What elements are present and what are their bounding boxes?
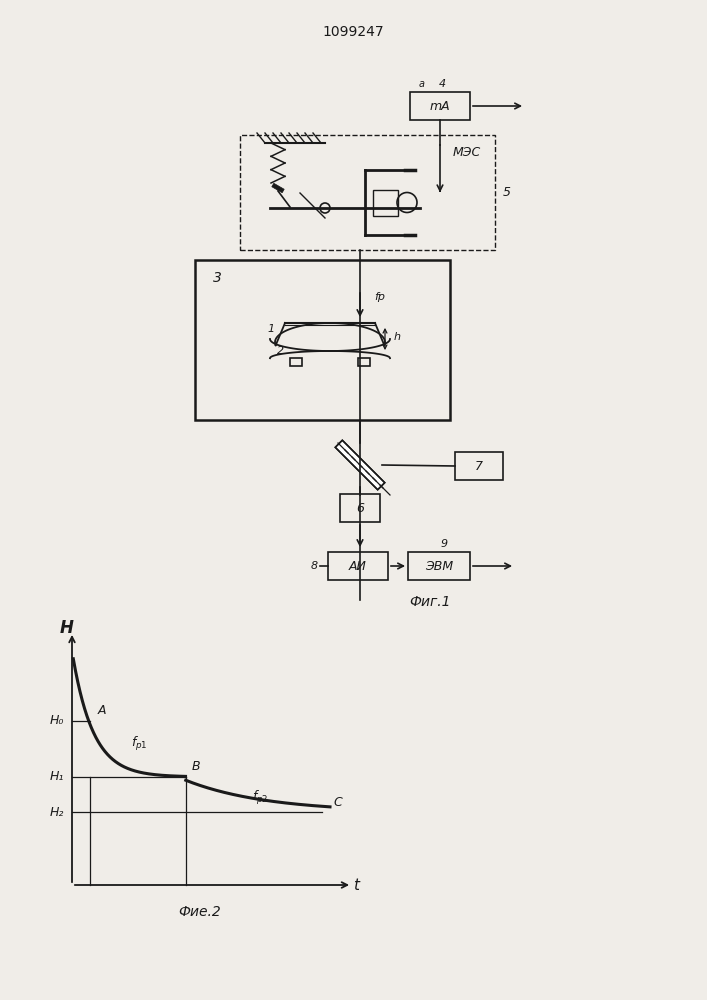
Bar — [340, 494, 380, 522]
Text: h: h — [394, 332, 400, 342]
Text: 4: 4 — [438, 79, 445, 89]
Text: 1: 1 — [267, 324, 274, 334]
Bar — [290, 358, 302, 366]
Bar — [455, 452, 503, 480]
Polygon shape — [335, 440, 385, 490]
Text: 5: 5 — [503, 186, 511, 199]
Text: mA: mA — [430, 100, 450, 112]
Bar — [358, 358, 370, 366]
Text: Фиг.1: Фиг.1 — [409, 595, 451, 609]
Text: H₀: H₀ — [49, 714, 64, 727]
Bar — [195, 260, 450, 420]
Text: H₁: H₁ — [49, 770, 64, 783]
Text: $f_{p1}$: $f_{p1}$ — [131, 735, 148, 753]
Text: a: a — [419, 79, 425, 89]
Bar — [410, 92, 470, 120]
Text: fр: fр — [374, 292, 385, 302]
Text: H: H — [60, 619, 74, 637]
Text: $f_{p2}$: $f_{p2}$ — [252, 789, 269, 807]
Text: H₂: H₂ — [49, 806, 64, 819]
Text: C: C — [333, 796, 341, 809]
Text: B: B — [192, 760, 200, 773]
Text: 1099247: 1099247 — [322, 25, 384, 39]
Bar — [373, 190, 398, 216]
Text: 9: 9 — [440, 539, 448, 549]
Text: ЭВМ: ЭВМ — [425, 560, 453, 572]
Bar — [328, 552, 388, 580]
Text: 2: 2 — [277, 346, 284, 356]
Text: 6: 6 — [356, 502, 364, 514]
Bar — [240, 135, 495, 250]
Text: t: t — [353, 878, 359, 892]
Text: Фие.2: Фие.2 — [179, 905, 221, 919]
Text: A: A — [98, 704, 107, 716]
Text: 3: 3 — [213, 271, 221, 285]
Text: 7: 7 — [475, 460, 483, 473]
Text: 8: 8 — [310, 561, 317, 571]
Text: МЭС: МЭС — [453, 146, 481, 159]
Bar — [408, 552, 470, 580]
Polygon shape — [271, 183, 284, 193]
Text: АИ: АИ — [349, 560, 367, 572]
